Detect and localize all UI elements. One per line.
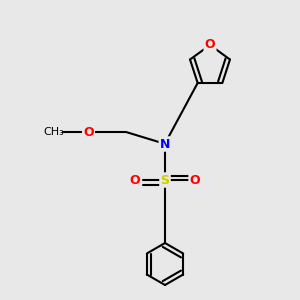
Text: O: O bbox=[130, 173, 140, 187]
Text: O: O bbox=[205, 38, 215, 52]
Text: O: O bbox=[190, 173, 200, 187]
Text: CH₃: CH₃ bbox=[44, 127, 64, 137]
Text: O: O bbox=[83, 125, 94, 139]
Text: S: S bbox=[160, 173, 169, 187]
Text: N: N bbox=[160, 137, 170, 151]
